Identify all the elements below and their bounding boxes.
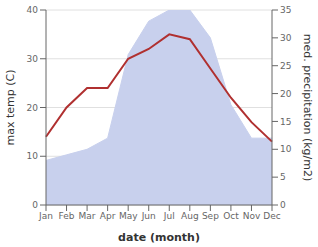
svg-text:5: 5 [280,172,286,182]
svg-text:Aug: Aug [181,211,199,221]
svg-text:Jan: Jan [38,211,53,221]
svg-text:10: 10 [27,151,39,161]
svg-text:25: 25 [280,61,291,71]
svg-text:30: 30 [280,33,292,43]
svg-text:date (month): date (month) [118,231,200,244]
svg-text:20: 20 [280,89,292,99]
svg-text:Nov: Nov [243,211,261,221]
svg-text:May: May [119,211,138,221]
svg-text:40: 40 [27,5,39,15]
svg-text:Feb: Feb [59,211,75,221]
svg-text:20: 20 [27,103,39,113]
svg-text:0: 0 [280,200,286,210]
svg-text:0: 0 [32,200,38,210]
svg-text:med. precipitation (kg/m2): med. precipitation (kg/m2) [301,34,310,182]
svg-text:Jun: Jun [141,211,156,221]
svg-text:15: 15 [280,117,291,127]
svg-text:max temp (C): max temp (C) [8,69,17,145]
svg-text:Apr: Apr [100,211,116,221]
svg-text:30: 30 [27,54,39,64]
svg-text:Mar: Mar [79,211,96,221]
svg-text:Oct: Oct [223,211,239,221]
svg-text:Dec: Dec [263,211,280,221]
svg-text:Sep: Sep [202,211,219,221]
svg-text:35: 35 [280,5,291,15]
svg-text:10: 10 [280,144,292,154]
svg-text:Jul: Jul [163,211,175,221]
